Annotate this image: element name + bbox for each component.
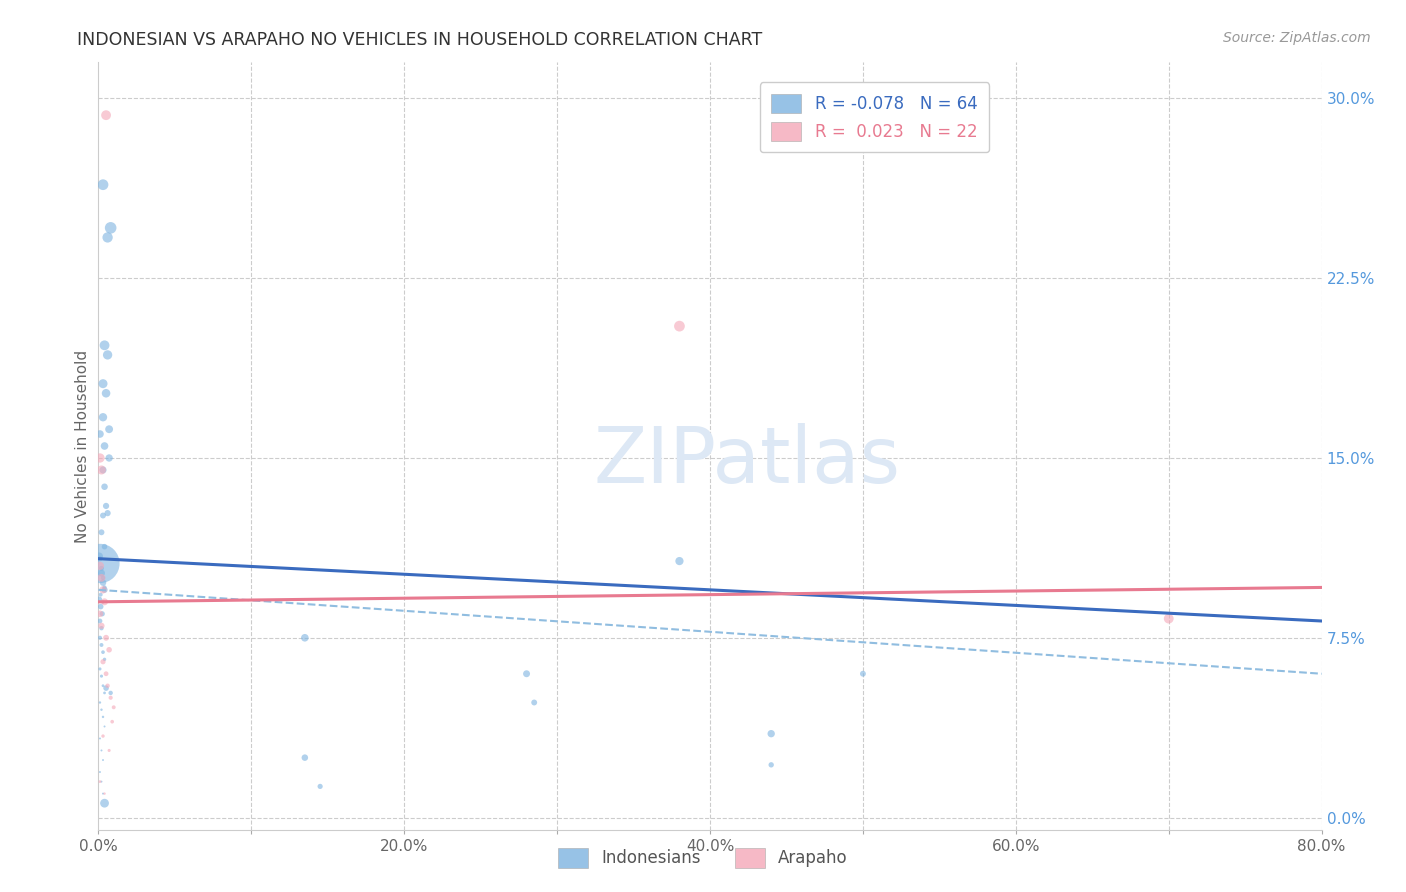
Point	[90, 525, 112, 540]
Point	[93, 480, 115, 494]
Point	[94, 499, 117, 513]
Point	[89, 592, 111, 607]
Point	[90, 599, 112, 614]
Point	[90, 566, 112, 580]
Point	[90, 669, 112, 683]
Point	[91, 571, 114, 585]
Point	[309, 780, 332, 794]
Point	[89, 607, 111, 621]
Point	[97, 506, 120, 520]
Point	[103, 700, 125, 714]
Legend: R = -0.078   N = 64, R =  0.023   N = 22: R = -0.078 N = 64, R = 0.023 N = 22	[759, 82, 990, 153]
Point	[94, 681, 117, 695]
Point	[759, 726, 782, 740]
Point	[89, 614, 111, 628]
Point	[90, 774, 112, 789]
Point	[94, 631, 117, 645]
Text: INDONESIAN VS ARAPAHO NO VEHICLES IN HOUSEHOLD CORRELATION CHART: INDONESIAN VS ARAPAHO NO VEHICLES IN HOU…	[77, 31, 762, 49]
Point	[93, 719, 115, 733]
Point	[90, 463, 112, 477]
Point	[90, 619, 112, 633]
Point	[91, 655, 114, 669]
Point	[89, 549, 111, 564]
Point	[89, 631, 111, 645]
Point	[90, 743, 112, 757]
Point	[91, 710, 114, 724]
Point	[91, 508, 114, 523]
Point	[91, 679, 114, 693]
Point	[97, 348, 120, 362]
Point	[91, 607, 114, 621]
Point	[89, 558, 111, 573]
Point	[98, 642, 121, 657]
Point	[91, 645, 114, 659]
Point	[90, 588, 112, 602]
Point	[91, 575, 114, 590]
Text: ZIPatlas: ZIPatlas	[593, 424, 900, 500]
Point	[90, 571, 112, 585]
Point	[91, 753, 114, 767]
Point	[93, 338, 115, 352]
Point	[93, 582, 115, 597]
Point	[89, 427, 111, 442]
Point	[94, 108, 117, 122]
Point	[852, 666, 875, 681]
Point	[759, 757, 782, 772]
Point	[668, 319, 690, 334]
Point	[89, 731, 111, 746]
Point	[98, 450, 121, 465]
Point	[98, 422, 121, 436]
Point	[294, 631, 316, 645]
Point	[90, 561, 112, 575]
Point	[93, 686, 115, 700]
Point	[93, 595, 115, 609]
Point	[93, 796, 115, 810]
Point	[91, 463, 114, 477]
Point	[89, 696, 111, 710]
Point	[516, 666, 538, 681]
Point	[91, 376, 114, 391]
Point	[98, 743, 121, 757]
Point	[668, 554, 690, 568]
Point	[89, 765, 111, 780]
Point	[93, 787, 115, 801]
Point	[91, 787, 114, 801]
Point	[100, 220, 122, 235]
Point	[93, 540, 115, 554]
Point	[93, 439, 115, 453]
Point	[89, 450, 111, 465]
Point	[100, 690, 122, 705]
Point	[101, 714, 124, 729]
Point	[91, 729, 114, 743]
Legend: Indonesians, Arapaho: Indonesians, Arapaho	[547, 837, 859, 880]
Point	[97, 679, 120, 693]
Point	[97, 230, 120, 244]
Point	[94, 666, 117, 681]
Point	[93, 652, 115, 666]
Point	[91, 410, 114, 425]
Point	[89, 551, 111, 566]
Point	[90, 703, 112, 717]
Point	[89, 662, 111, 676]
Point	[91, 178, 114, 192]
Point	[93, 581, 115, 595]
Point	[89, 557, 111, 571]
Point	[523, 696, 546, 710]
Y-axis label: No Vehicles in Household: No Vehicles in Household	[75, 350, 90, 542]
Point	[90, 621, 112, 635]
Text: Source: ZipAtlas.com: Source: ZipAtlas.com	[1223, 31, 1371, 45]
Point	[100, 686, 122, 700]
Point	[90, 638, 112, 652]
Point	[94, 386, 117, 401]
Point	[89, 774, 111, 789]
Point	[91, 595, 114, 609]
Point	[294, 750, 316, 764]
Point	[91, 582, 114, 597]
Point	[1157, 612, 1180, 626]
